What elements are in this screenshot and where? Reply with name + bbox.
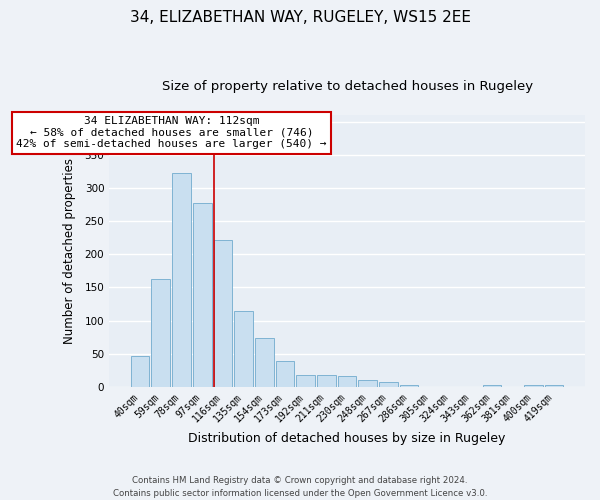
Bar bbox=[358, 380, 377, 387]
Bar bbox=[255, 338, 274, 387]
Bar bbox=[234, 311, 253, 387]
Text: 34 ELIZABETHAN WAY: 112sqm
← 58% of detached houses are smaller (746)
42% of sem: 34 ELIZABETHAN WAY: 112sqm ← 58% of deta… bbox=[16, 116, 327, 149]
Bar bbox=[275, 361, 295, 387]
Bar bbox=[482, 385, 501, 387]
Text: Contains HM Land Registry data © Crown copyright and database right 2024.
Contai: Contains HM Land Registry data © Crown c… bbox=[113, 476, 487, 498]
Bar bbox=[379, 382, 398, 387]
Bar bbox=[317, 375, 335, 387]
Bar bbox=[524, 386, 542, 387]
Bar bbox=[296, 375, 315, 387]
Bar bbox=[545, 386, 563, 387]
Bar bbox=[151, 278, 170, 387]
Bar bbox=[214, 240, 232, 387]
Bar bbox=[172, 174, 191, 387]
Bar bbox=[131, 356, 149, 387]
Text: 34, ELIZABETHAN WAY, RUGELEY, WS15 2EE: 34, ELIZABETHAN WAY, RUGELEY, WS15 2EE bbox=[130, 10, 470, 25]
Y-axis label: Number of detached properties: Number of detached properties bbox=[63, 158, 76, 344]
Bar bbox=[338, 376, 356, 387]
Title: Size of property relative to detached houses in Rugeley: Size of property relative to detached ho… bbox=[161, 80, 533, 93]
X-axis label: Distribution of detached houses by size in Rugeley: Distribution of detached houses by size … bbox=[188, 432, 506, 445]
Bar bbox=[400, 385, 418, 387]
Bar bbox=[193, 202, 212, 387]
